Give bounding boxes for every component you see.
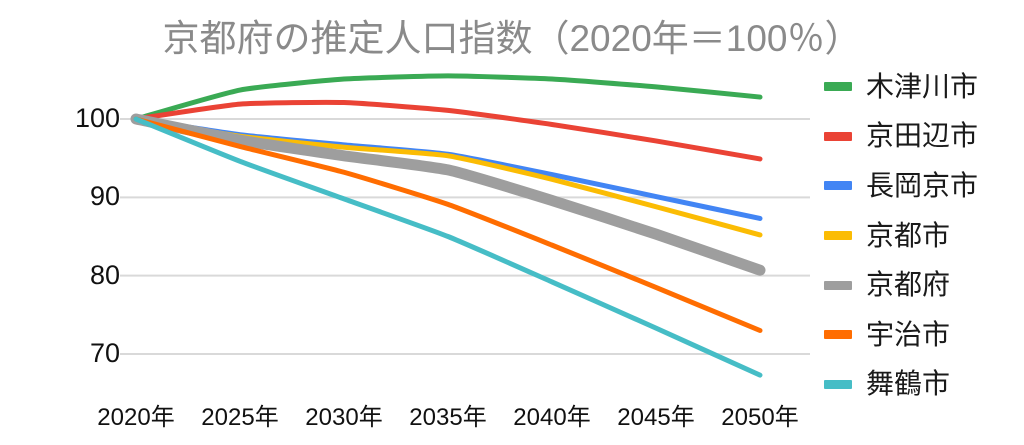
legend-item[interactable]: 京都府: [824, 260, 1020, 310]
legend-label: 長岡京市: [866, 169, 979, 201]
legend-swatch-icon: [824, 280, 852, 290]
x-tick-label: 2045年: [617, 404, 695, 431]
legend-label: 宇治市: [866, 318, 951, 350]
x-tick-label: 2050年: [721, 404, 799, 431]
series-line: [133, 99, 763, 162]
chart-title: 京都府の推定人口指数（2020年＝100％）: [162, 18, 862, 59]
x-tick-label: 2020年: [97, 404, 175, 431]
series-line: [133, 116, 763, 378]
legend-swatch-icon: [824, 379, 852, 389]
legend-label: 京田辺市: [866, 120, 979, 152]
legend-item[interactable]: 京田辺市: [824, 112, 1020, 162]
series-lines: [130, 73, 766, 378]
legend-label: 京都市: [866, 219, 951, 251]
y-tick-label: 70: [89, 338, 120, 368]
y-tick-label: 80: [89, 259, 120, 290]
legend-item[interactable]: 宇治市: [824, 310, 1020, 360]
y-axis: 70 80 90 100: [10, 0, 120, 445]
chart-legend: 木津川市京田辺市長岡京市京都市京都府宇治市舞鶴市: [824, 62, 1020, 409]
y-tick-label: 90: [89, 181, 120, 212]
y-tick-label: 100: [74, 103, 120, 133]
x-tick-label: 2025年: [201, 404, 279, 431]
legend-label: 舞鶴市: [866, 368, 951, 400]
legend-swatch-icon: [824, 181, 852, 191]
legend-item[interactable]: 木津川市: [824, 62, 1020, 112]
legend-swatch-icon: [824, 131, 852, 141]
legend-item[interactable]: 舞鶴市: [824, 360, 1020, 410]
series-line: [130, 113, 766, 276]
series-line: [133, 73, 763, 122]
legend-swatch-icon: [824, 330, 852, 340]
series-line: [133, 116, 763, 333]
gridlines: [120, 118, 810, 355]
x-tick-label: 2030年: [305, 404, 383, 431]
legend-item[interactable]: 京都市: [824, 211, 1020, 261]
legend-label: 木津川市: [866, 70, 979, 102]
legend-item[interactable]: 長岡京市: [824, 161, 1020, 211]
x-axis: 2020年 2025年 2030年 2035年 2040年 2045年 2050年: [0, 398, 1024, 438]
legend-swatch-icon: [824, 82, 852, 92]
legend-label: 京都府: [866, 269, 951, 301]
x-tick-label: 2040年: [513, 404, 591, 431]
x-tick-label: 2035年: [409, 404, 487, 431]
legend-swatch-icon: [824, 231, 852, 241]
